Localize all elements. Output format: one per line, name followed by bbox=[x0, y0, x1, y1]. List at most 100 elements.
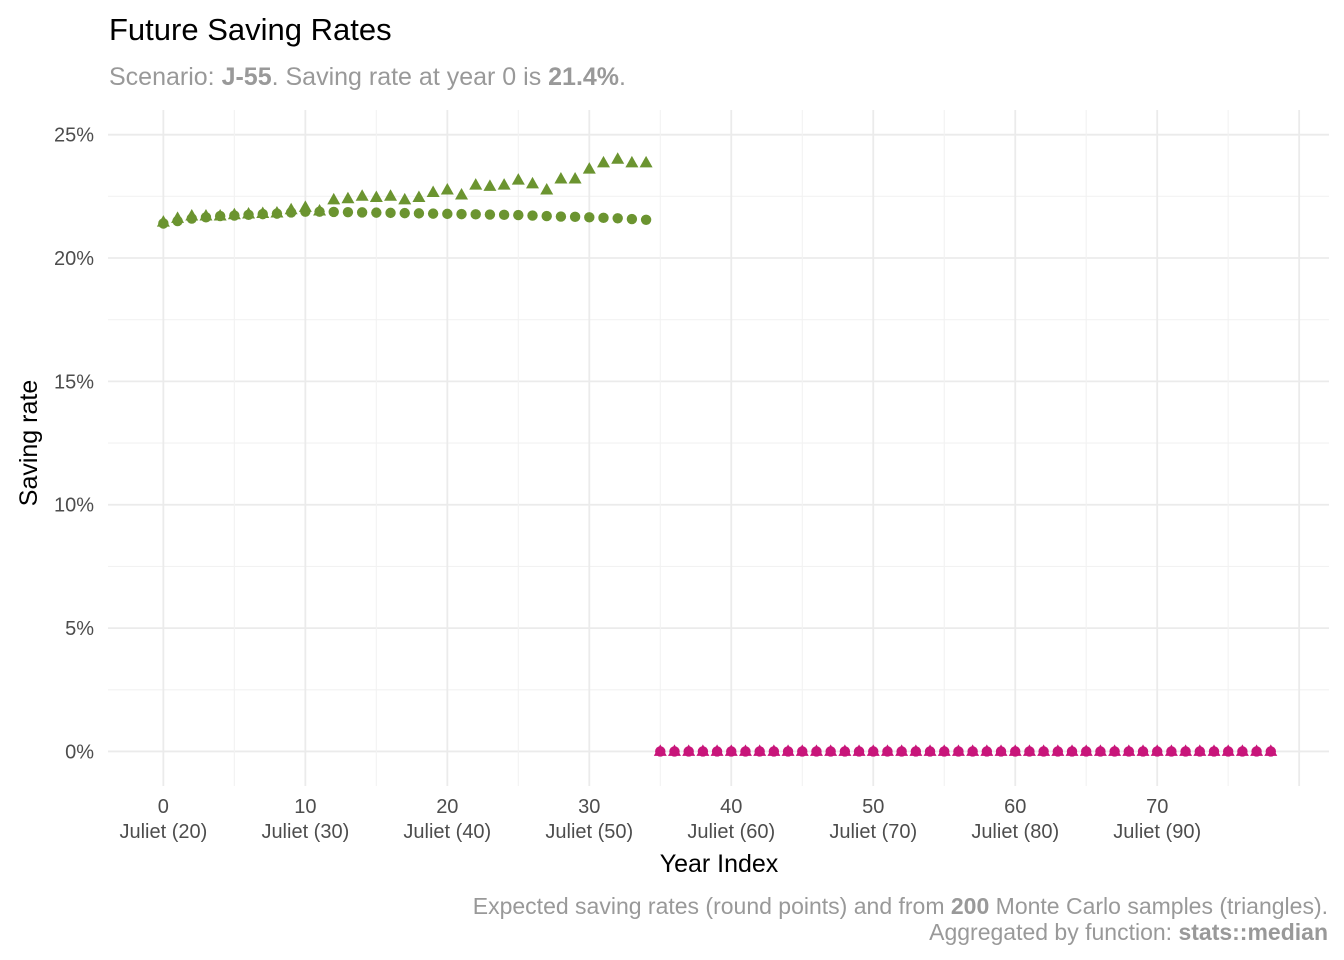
data-point-circle bbox=[385, 207, 396, 219]
data-point-triangle bbox=[866, 744, 880, 756]
data-point-circle bbox=[399, 207, 410, 219]
data-point-triangle bbox=[852, 744, 866, 756]
data-point-triangle bbox=[994, 744, 1008, 756]
subtitle-middle: . Saving rate at year 0 is bbox=[272, 63, 549, 91]
data-point-triangle bbox=[895, 744, 909, 756]
data-point-triangle bbox=[980, 744, 994, 756]
x-tick-label: 60 bbox=[1004, 796, 1026, 818]
data-point-triangle bbox=[753, 744, 767, 756]
x-tick-sublabel: Juliet (20) bbox=[119, 821, 207, 843]
caption-line1-suffix: Monte Carlo samples (triangles). bbox=[989, 893, 1328, 919]
data-point-circle bbox=[569, 211, 581, 223]
data-point-circle bbox=[498, 209, 510, 221]
data-point-triangle bbox=[611, 152, 625, 164]
y-axis-title: Saving rate bbox=[15, 380, 43, 506]
data-point-triangle bbox=[653, 744, 667, 756]
data-point-triangle bbox=[313, 204, 327, 216]
data-point-triangle bbox=[1108, 744, 1122, 756]
subtitle-prefix: Scenario: bbox=[109, 63, 222, 91]
x-axis-title: Year Index bbox=[660, 850, 779, 878]
data-points bbox=[156, 152, 1278, 757]
data-point-triangle bbox=[199, 208, 213, 221]
data-point-triangle bbox=[1164, 744, 1178, 756]
series-monte_carlo_median bbox=[156, 152, 653, 227]
data-point-triangle bbox=[384, 189, 398, 201]
data-point-triangle bbox=[341, 191, 355, 204]
data-point-triangle bbox=[298, 200, 312, 212]
data-point-triangle bbox=[1022, 744, 1036, 756]
data-point-circle bbox=[371, 207, 382, 218]
data-point-triangle bbox=[1250, 744, 1264, 756]
data-point-triangle bbox=[270, 205, 284, 218]
data-point-triangle bbox=[1136, 744, 1150, 756]
caption-samples-count: 200 bbox=[951, 893, 989, 919]
x-tick-sublabel: Juliet (70) bbox=[829, 821, 917, 843]
x-tick-label: 10 bbox=[294, 796, 316, 818]
data-point-triangle bbox=[426, 185, 440, 198]
data-point-circle bbox=[513, 209, 524, 221]
data-point-triangle bbox=[540, 183, 554, 195]
data-point-circle bbox=[456, 208, 467, 220]
chart-subtitle: Scenario: J-55. Saving rate at year 0 is… bbox=[109, 63, 626, 91]
data-point-triangle bbox=[455, 187, 469, 200]
data-point-triangle bbox=[667, 744, 681, 756]
data-point-triangle bbox=[1122, 744, 1136, 756]
data-point-triangle bbox=[284, 202, 298, 215]
data-point-triangle bbox=[738, 744, 752, 756]
data-point-triangle bbox=[327, 192, 341, 205]
x-tick-label: 0 bbox=[158, 796, 169, 818]
y-tick-label: 0% bbox=[65, 741, 94, 763]
data-point-circle bbox=[541, 210, 552, 222]
data-point-triangle bbox=[1235, 744, 1249, 756]
x-tick-sublabel: Juliet (30) bbox=[261, 821, 349, 843]
data-point-triangle bbox=[696, 744, 710, 756]
data-point-triangle bbox=[1093, 744, 1107, 756]
data-point-triangle bbox=[171, 211, 185, 223]
data-point-triangle bbox=[795, 744, 809, 756]
data-point-triangle bbox=[1221, 744, 1235, 756]
data-point-triangle bbox=[568, 171, 582, 184]
data-point-triangle bbox=[156, 215, 170, 227]
data-point-triangle bbox=[1207, 744, 1221, 756]
x-tick-sublabel: Juliet (80) bbox=[971, 821, 1059, 843]
subtitle-suffix: . bbox=[619, 63, 626, 91]
data-point-circle bbox=[342, 206, 354, 218]
data-point-triangle bbox=[582, 162, 596, 174]
data-point-triangle bbox=[227, 207, 241, 220]
data-point-triangle bbox=[242, 206, 256, 219]
data-point-triangle bbox=[710, 744, 724, 756]
data-point-circle bbox=[427, 208, 439, 219]
caption-line2-prefix: Aggregated by function: bbox=[929, 919, 1178, 945]
subtitle-rate: 21.4% bbox=[548, 63, 619, 91]
data-point-triangle bbox=[483, 179, 497, 191]
data-point-triangle bbox=[1264, 744, 1278, 756]
data-point-triangle bbox=[1193, 744, 1207, 756]
x-tick-label: 40 bbox=[720, 796, 742, 818]
data-point-triangle bbox=[1150, 744, 1164, 756]
data-point-circle bbox=[640, 214, 652, 225]
x-tick-sublabel: Juliet (50) bbox=[545, 821, 633, 843]
data-point-triangle bbox=[767, 744, 781, 756]
data-point-triangle bbox=[824, 744, 838, 756]
data-point-triangle bbox=[880, 744, 894, 756]
caption-line-1: Expected saving rates (round points) and… bbox=[473, 893, 1328, 919]
data-point-triangle bbox=[355, 189, 369, 201]
y-tick-label: 25% bbox=[54, 125, 94, 147]
data-point-triangle bbox=[213, 208, 227, 221]
data-point-circle bbox=[413, 208, 425, 219]
data-point-triangle bbox=[1079, 744, 1093, 756]
y-tick-label: 20% bbox=[54, 248, 94, 270]
data-point-triangle bbox=[1179, 744, 1193, 756]
x-tick-label: 30 bbox=[578, 796, 600, 818]
data-point-triangle bbox=[937, 744, 951, 756]
data-point-triangle bbox=[185, 208, 199, 221]
data-point-triangle bbox=[554, 171, 568, 184]
data-point-circle bbox=[328, 206, 339, 218]
data-point-triangle bbox=[369, 190, 383, 202]
caption-line1-prefix: Expected saving rates (round points) and… bbox=[473, 893, 951, 919]
data-point-circle bbox=[555, 211, 567, 222]
x-tick-sublabel: Juliet (40) bbox=[403, 821, 491, 843]
data-point-triangle bbox=[440, 183, 454, 195]
data-point-triangle bbox=[682, 744, 696, 756]
subtitle-scenario: J-55 bbox=[222, 63, 272, 91]
